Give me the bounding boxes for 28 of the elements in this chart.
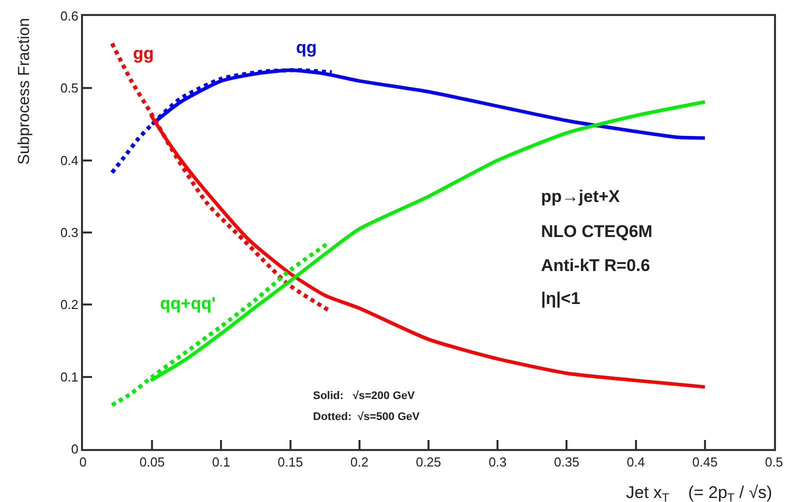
annotation: pp→jet+X bbox=[541, 187, 621, 206]
y-tick-label: 0.5 bbox=[60, 80, 78, 96]
y-tick-label: 0.4 bbox=[60, 152, 78, 168]
x-tick-label: 0.4 bbox=[626, 454, 645, 470]
x-tick-label: 0.2 bbox=[350, 454, 368, 470]
x-tick-label: 0.1 bbox=[212, 454, 230, 470]
series-label: qq+qq' bbox=[160, 294, 216, 313]
series-label: qg bbox=[296, 38, 317, 57]
x-tick-label: 0.15 bbox=[278, 454, 303, 470]
annotation: Anti-kT R=0.6 bbox=[541, 256, 650, 275]
y-tick-label: 0.2 bbox=[60, 297, 78, 312]
y-axis-title: Subprocess Fraction bbox=[16, 18, 33, 165]
y-tick-label: 0.6 bbox=[60, 8, 78, 24]
y-tick-label: 0.3 bbox=[60, 225, 78, 240]
x-tick-label: 0.3 bbox=[488, 454, 507, 470]
annotation: Solid: √s=200 GeV bbox=[313, 390, 416, 402]
text: Jet x$_{T}$ (= 2p$_{T}$ / √s) bbox=[626, 483, 772, 502]
x-tick-label: 0.25 bbox=[416, 454, 442, 470]
x-tick-label: 0.45 bbox=[692, 454, 718, 470]
x-tick-label: 0.05 bbox=[139, 454, 165, 470]
y-tick-label: 0 bbox=[71, 442, 78, 457]
y-tick-label: 0.1 bbox=[60, 369, 78, 384]
series-label: gg bbox=[133, 44, 154, 63]
x-tick-label: 0.5 bbox=[764, 454, 784, 470]
annotation: |η|<1 bbox=[541, 289, 580, 308]
x-tick-label: 0.35 bbox=[554, 454, 580, 470]
annotation: Dotted: √s=500 GeV bbox=[313, 411, 420, 423]
annotation: NLO CTEQ6M bbox=[541, 222, 652, 241]
